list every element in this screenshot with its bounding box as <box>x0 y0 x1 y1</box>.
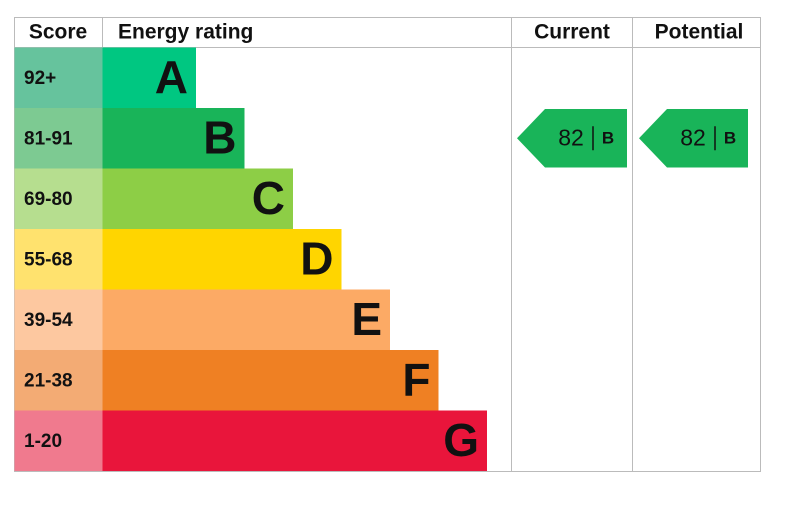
rating-letter: D <box>300 232 333 284</box>
score-range: 92+ <box>24 68 56 89</box>
score-range: 55-68 <box>24 249 73 270</box>
potential-score: 82 <box>680 124 706 150</box>
rating-bar <box>102 108 245 169</box>
current-rating: B <box>602 129 614 148</box>
score-range: 39-54 <box>24 310 73 331</box>
score-cell <box>14 168 103 229</box>
score-cell <box>14 289 103 350</box>
header-energy-rating: Energy rating <box>118 21 253 44</box>
rating-letter: F <box>402 353 430 405</box>
header-potential: Potential <box>655 21 744 44</box>
header-score: Score <box>29 21 87 44</box>
potential-arrow <box>639 109 748 168</box>
header-current: Current <box>534 21 610 44</box>
rating-bar <box>102 229 342 290</box>
rating-bar <box>102 350 439 411</box>
rating-letter: C <box>252 172 285 224</box>
score-cell <box>14 410 103 471</box>
score-cell <box>14 229 103 290</box>
score-range: 1-20 <box>24 431 62 452</box>
rating-letter: E <box>351 293 382 345</box>
score-range: 69-80 <box>24 189 73 210</box>
score-range: 21-38 <box>24 370 73 391</box>
current-score: 82 <box>558 124 584 150</box>
potential-rating: B <box>724 129 736 148</box>
rating-letter: G <box>443 414 479 466</box>
score-range: 81-91 <box>24 128 73 149</box>
current-arrow <box>517 109 627 168</box>
rating-bar <box>102 289 390 350</box>
score-cell <box>14 47 103 108</box>
rating-bar <box>102 410 487 471</box>
rating-letter: B <box>203 111 236 163</box>
rating-bar <box>102 168 293 229</box>
rating-letter: A <box>155 51 188 103</box>
score-cell <box>14 350 103 411</box>
score-cell <box>14 108 103 169</box>
rating-bar <box>102 47 196 108</box>
